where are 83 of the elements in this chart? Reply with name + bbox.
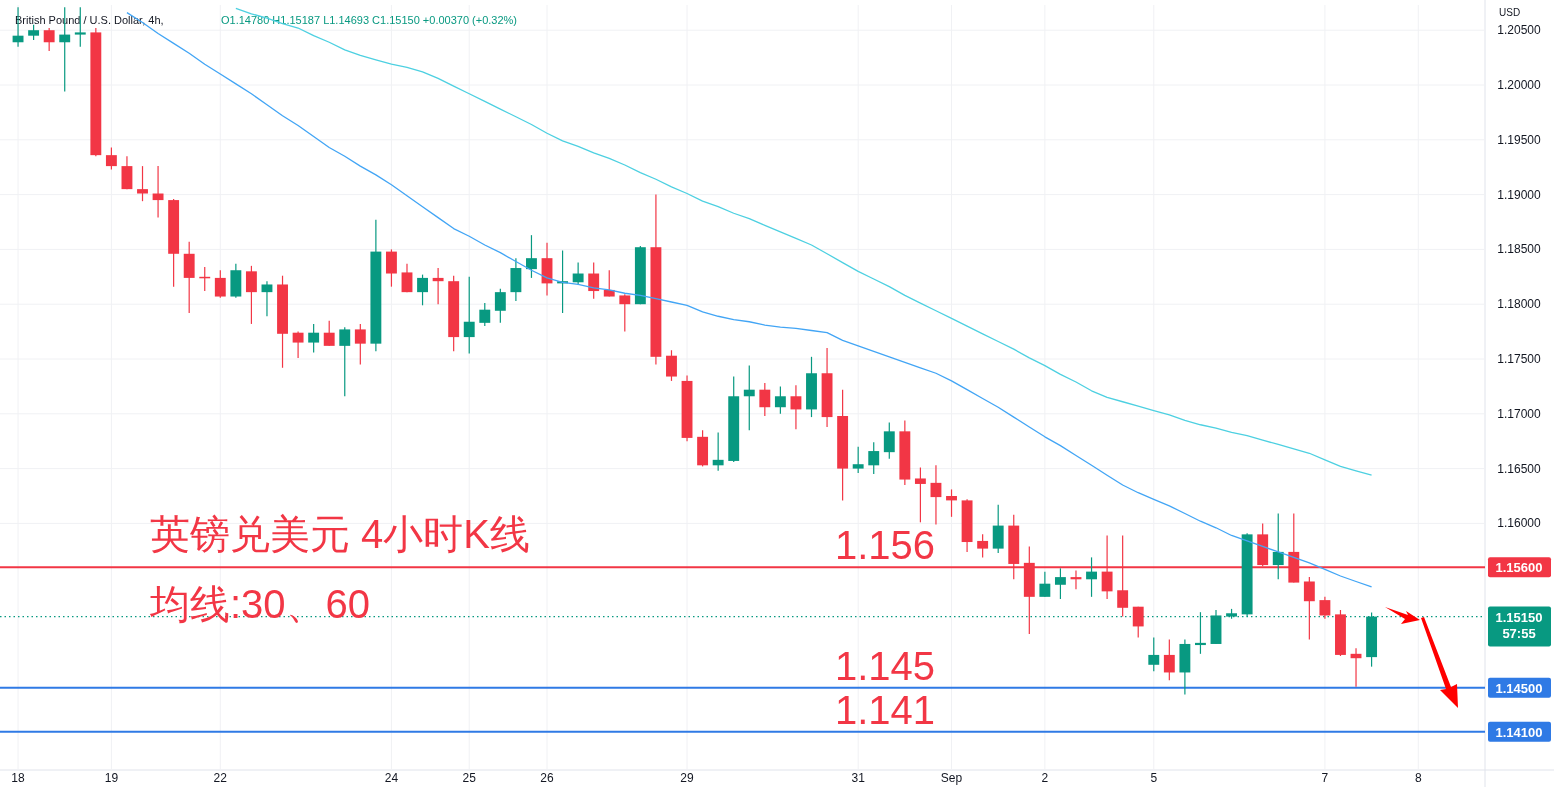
x-tick-label: 8	[1414, 771, 1422, 785]
candlestick	[852, 446, 864, 474]
candlestick	[712, 431, 724, 472]
annotation: 均线:30、60	[149, 582, 371, 626]
candlestick	[1303, 576, 1315, 641]
x-tick-label: 29	[680, 771, 695, 785]
candlestick	[914, 466, 926, 523]
candlestick	[1272, 512, 1284, 580]
candlestick	[105, 146, 117, 170]
annotation: 英镑兑美元 4小时K线	[150, 512, 531, 556]
candlestick	[946, 488, 957, 518]
y-tick-label: 1.18000	[1497, 297, 1542, 312]
candlestick	[1132, 606, 1144, 638]
candlestick	[401, 263, 413, 293]
candlestick	[354, 323, 366, 366]
candlestick	[494, 288, 506, 324]
candlestick	[1086, 556, 1097, 598]
x-tick-label: 24	[384, 771, 399, 785]
y-tick-label: 1.20500	[1497, 23, 1542, 38]
candlestick	[292, 331, 304, 359]
ref-line-label: 1.14100	[1495, 724, 1543, 740]
x-tick-label: 7	[1321, 771, 1329, 785]
candlestick	[1054, 567, 1066, 600]
candlestick	[245, 265, 257, 325]
candlestick	[588, 261, 600, 300]
candlestick	[883, 421, 895, 460]
candlestick	[43, 27, 55, 52]
y-axis-title: USD	[1499, 7, 1521, 18]
x-tick-label: 18	[11, 771, 26, 785]
candlestick	[774, 385, 786, 415]
candlestick	[992, 504, 1004, 554]
x-tick-label: 5	[1150, 771, 1158, 785]
candlestick	[603, 269, 615, 298]
x-tick-label: 25	[462, 771, 477, 785]
candlestick	[743, 364, 755, 431]
y-tick-label: 1.20000	[1497, 78, 1542, 93]
candlestick	[790, 384, 802, 430]
candlestick	[619, 293, 631, 333]
candlestick	[868, 441, 880, 475]
candlestick	[121, 155, 133, 190]
ref-line-label: 1.15150	[1495, 609, 1543, 625]
x-tick-label: 26	[540, 771, 555, 785]
candlestick	[1148, 636, 1160, 672]
x-tick-label: 31	[851, 771, 866, 785]
candlestick	[432, 267, 444, 305]
y-tick-label: 1.17500	[1497, 352, 1542, 366]
y-tick-label: 1.17000	[1497, 406, 1542, 421]
candlestick	[417, 274, 428, 306]
annotation: 1.141	[835, 687, 936, 732]
ref-line-label: 1.15600	[1495, 560, 1543, 576]
y-tick-label: 1.19500	[1497, 132, 1542, 147]
candlestick	[339, 326, 351, 397]
candlestick	[152, 165, 164, 219]
candlestick	[261, 280, 273, 317]
candlestick	[385, 248, 397, 288]
candlestick	[1039, 571, 1051, 598]
x-tick-label: 22	[213, 771, 228, 785]
ref-line-label: 1.14500	[1495, 680, 1543, 696]
candlestick	[1319, 596, 1331, 620]
y-tick-label: 1.19000	[1497, 187, 1542, 202]
candlestick	[977, 533, 989, 558]
candlestick	[759, 382, 771, 417]
candlestick	[323, 320, 335, 347]
candlestick	[526, 234, 537, 279]
candlestick	[930, 464, 942, 526]
candlestick	[137, 165, 148, 202]
annotation: 1.145	[835, 643, 936, 688]
y-tick-label: 1.16500	[1497, 461, 1542, 476]
y-tick-label: 1.16000	[1497, 516, 1542, 531]
candlestick	[1163, 638, 1175, 681]
y-tick-label: 1.18500	[1497, 242, 1542, 257]
x-tick-label: Sep	[940, 771, 963, 785]
candlestick	[463, 276, 475, 355]
candlestick	[308, 323, 320, 354]
x-tick-label: 19	[104, 771, 119, 785]
candlestick	[214, 269, 226, 299]
candlestick	[572, 261, 584, 286]
candlestick	[479, 302, 491, 327]
candlestick	[666, 349, 677, 382]
x-tick-label: 2	[1041, 771, 1049, 785]
text: 57:55	[1502, 625, 1536, 641]
text: O1.14780 H1.15187 L1.14693 C1.15150 +0.00370 (+0.32%)	[221, 14, 518, 26]
annotation: 1.156	[835, 523, 936, 568]
